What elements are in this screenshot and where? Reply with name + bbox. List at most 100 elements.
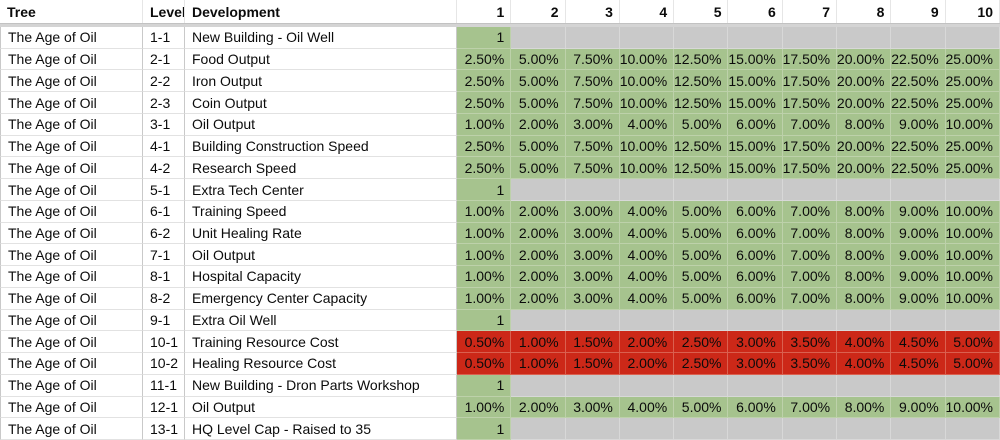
cell-level-2-value[interactable] [511,374,566,397]
cell-level-2-value[interactable]: 2.00% [511,244,566,267]
cell-level-10-value[interactable]: 25.00% [945,92,1000,114]
cell-development[interactable]: HQ Level Cap - Raised to 35 [185,418,457,440]
cell-level-8-value[interactable]: 4.00% [837,353,892,375]
cell-level-8-value[interactable] [837,418,892,440]
cell-level-7-value[interactable]: 7.00% [782,266,838,288]
cell-level-9-value[interactable]: 22.50% [891,48,946,71]
cell-level-2-value[interactable] [511,418,566,440]
cell-level-7-value[interactable] [782,418,838,440]
cell-development[interactable]: Iron Output [185,70,457,93]
cell-level-6-value[interactable]: 6.00% [728,287,783,310]
cell-level-3-value[interactable]: 7.50% [565,135,620,158]
cell-level-5-value[interactable]: 12.50% [674,135,729,158]
cell-level-9-value[interactable]: 9.00% [891,396,946,419]
cell-level-4-value[interactable]: 4.00% [619,266,675,288]
cell-level-5-value[interactable]: 2.50% [674,331,729,354]
cell-level-5-value[interactable]: 5.00% [674,222,729,245]
cell-level-10-value[interactable] [945,27,1000,49]
cell-level-5-value[interactable]: 2.50% [674,353,729,375]
cell-level-2-value[interactable]: 2.00% [511,113,566,136]
cell-tree[interactable]: The Age of Oil [0,418,143,440]
cell-level-2-value[interactable] [511,27,566,49]
cell-level-2-value[interactable] [511,309,566,332]
cell-level-3-value[interactable] [565,374,620,397]
cell-level-5-value[interactable]: 12.50% [674,70,729,93]
cell-level-1-value[interactable]: 1.00% [457,396,512,419]
cell-level[interactable]: 9-1 [143,309,185,332]
cell-level-9-value[interactable]: 9.00% [891,266,946,288]
cell-level-6-value[interactable]: 3.00% [728,331,783,354]
cell-level-7-value[interactable] [782,179,838,201]
cell-level-9-value[interactable]: 4.50% [891,353,946,375]
cell-level-7-value[interactable] [782,374,838,397]
cell-level-10-value[interactable]: 10.00% [945,266,1000,288]
cell-level-4-value[interactable] [619,27,675,49]
cell-level-4-value[interactable]: 10.00% [619,157,675,180]
cell-level-7-value[interactable]: 3.50% [782,331,838,354]
cell-level-5-value[interactable]: 5.00% [674,266,729,288]
cell-level[interactable]: 8-1 [143,266,185,288]
cell-development[interactable]: New Building - Oil Well [185,27,457,49]
cell-level-2-value[interactable]: 2.00% [511,266,566,288]
cell-level-3-value[interactable]: 3.00% [565,222,620,245]
cell-level-10-value[interactable] [945,179,1000,201]
cell-tree[interactable]: The Age of Oil [0,92,143,114]
cell-level-9-value[interactable]: 9.00% [891,200,946,223]
cell-level-6-value[interactable]: 3.00% [728,353,783,375]
cell-level-6-value[interactable]: 6.00% [728,396,783,419]
cell-level-6-value[interactable]: 6.00% [728,244,783,267]
header-level-1[interactable]: 1 [457,0,512,23]
cell-level[interactable]: 2-2 [143,70,185,93]
cell-level-6-value[interactable]: 15.00% [728,135,783,158]
cell-level[interactable]: 10-2 [143,353,185,375]
cell-level-1-value[interactable]: 1 [457,309,512,332]
cell-level-9-value[interactable] [891,27,946,49]
cell-level-10-value[interactable]: 10.00% [945,244,1000,267]
cell-level[interactable]: 4-1 [143,135,185,158]
cell-level-9-value[interactable]: 9.00% [891,222,946,245]
cell-level-5-value[interactable]: 5.00% [674,200,729,223]
cell-level-9-value[interactable] [891,309,946,332]
cell-level[interactable]: 6-1 [143,200,185,223]
cell-level-5-value[interactable]: 5.00% [674,396,729,419]
header-level-10[interactable]: 10 [945,0,1000,23]
cell-development[interactable]: Research Speed [185,157,457,180]
cell-level-3-value[interactable] [565,309,620,332]
cell-tree[interactable]: The Age of Oil [0,244,143,267]
cell-level-3-value[interactable]: 3.00% [565,113,620,136]
cell-level-7-value[interactable] [782,27,838,49]
cell-level-7-value[interactable]: 7.00% [782,222,838,245]
cell-level-10-value[interactable]: 25.00% [945,70,1000,93]
cell-level-8-value[interactable]: 8.00% [837,222,892,245]
cell-tree[interactable]: The Age of Oil [0,48,143,71]
cell-level[interactable]: 6-2 [143,222,185,245]
cell-level-10-value[interactable]: 5.00% [945,331,1000,354]
cell-level-7-value[interactable]: 17.50% [782,48,838,71]
cell-level-3-value[interactable] [565,27,620,49]
cell-tree[interactable]: The Age of Oil [0,27,143,49]
cell-level[interactable]: 4-2 [143,157,185,180]
cell-level-2-value[interactable]: 5.00% [511,135,566,158]
cell-level-9-value[interactable] [891,418,946,440]
cell-level-9-value[interactable]: 22.50% [891,135,946,158]
cell-level-7-value[interactable]: 7.00% [782,200,838,223]
cell-development[interactable]: Building Construction Speed [185,135,457,158]
cell-level-8-value[interactable] [837,179,892,201]
cell-level-3-value[interactable]: 7.50% [565,157,620,180]
cell-level-10-value[interactable]: 25.00% [945,135,1000,158]
cell-level-8-value[interactable]: 20.00% [837,92,892,114]
cell-level-9-value[interactable]: 9.00% [891,113,946,136]
cell-level-1-value[interactable]: 1 [457,27,512,49]
cell-level-10-value[interactable]: 10.00% [945,396,1000,419]
cell-level[interactable]: 2-3 [143,92,185,114]
cell-level-5-value[interactable] [674,179,729,201]
cell-level-1-value[interactable]: 2.50% [457,92,512,114]
header-level[interactable]: Level [143,0,185,23]
cell-level-5-value[interactable]: 12.50% [674,92,729,114]
cell-level-7-value[interactable]: 7.00% [782,396,838,419]
cell-level-3-value[interactable]: 3.00% [565,266,620,288]
cell-level-2-value[interactable]: 5.00% [511,92,566,114]
cell-level-1-value[interactable]: 2.50% [457,135,512,158]
cell-level-2-value[interactable]: 2.00% [511,287,566,310]
cell-level-8-value[interactable]: 4.00% [837,331,892,354]
